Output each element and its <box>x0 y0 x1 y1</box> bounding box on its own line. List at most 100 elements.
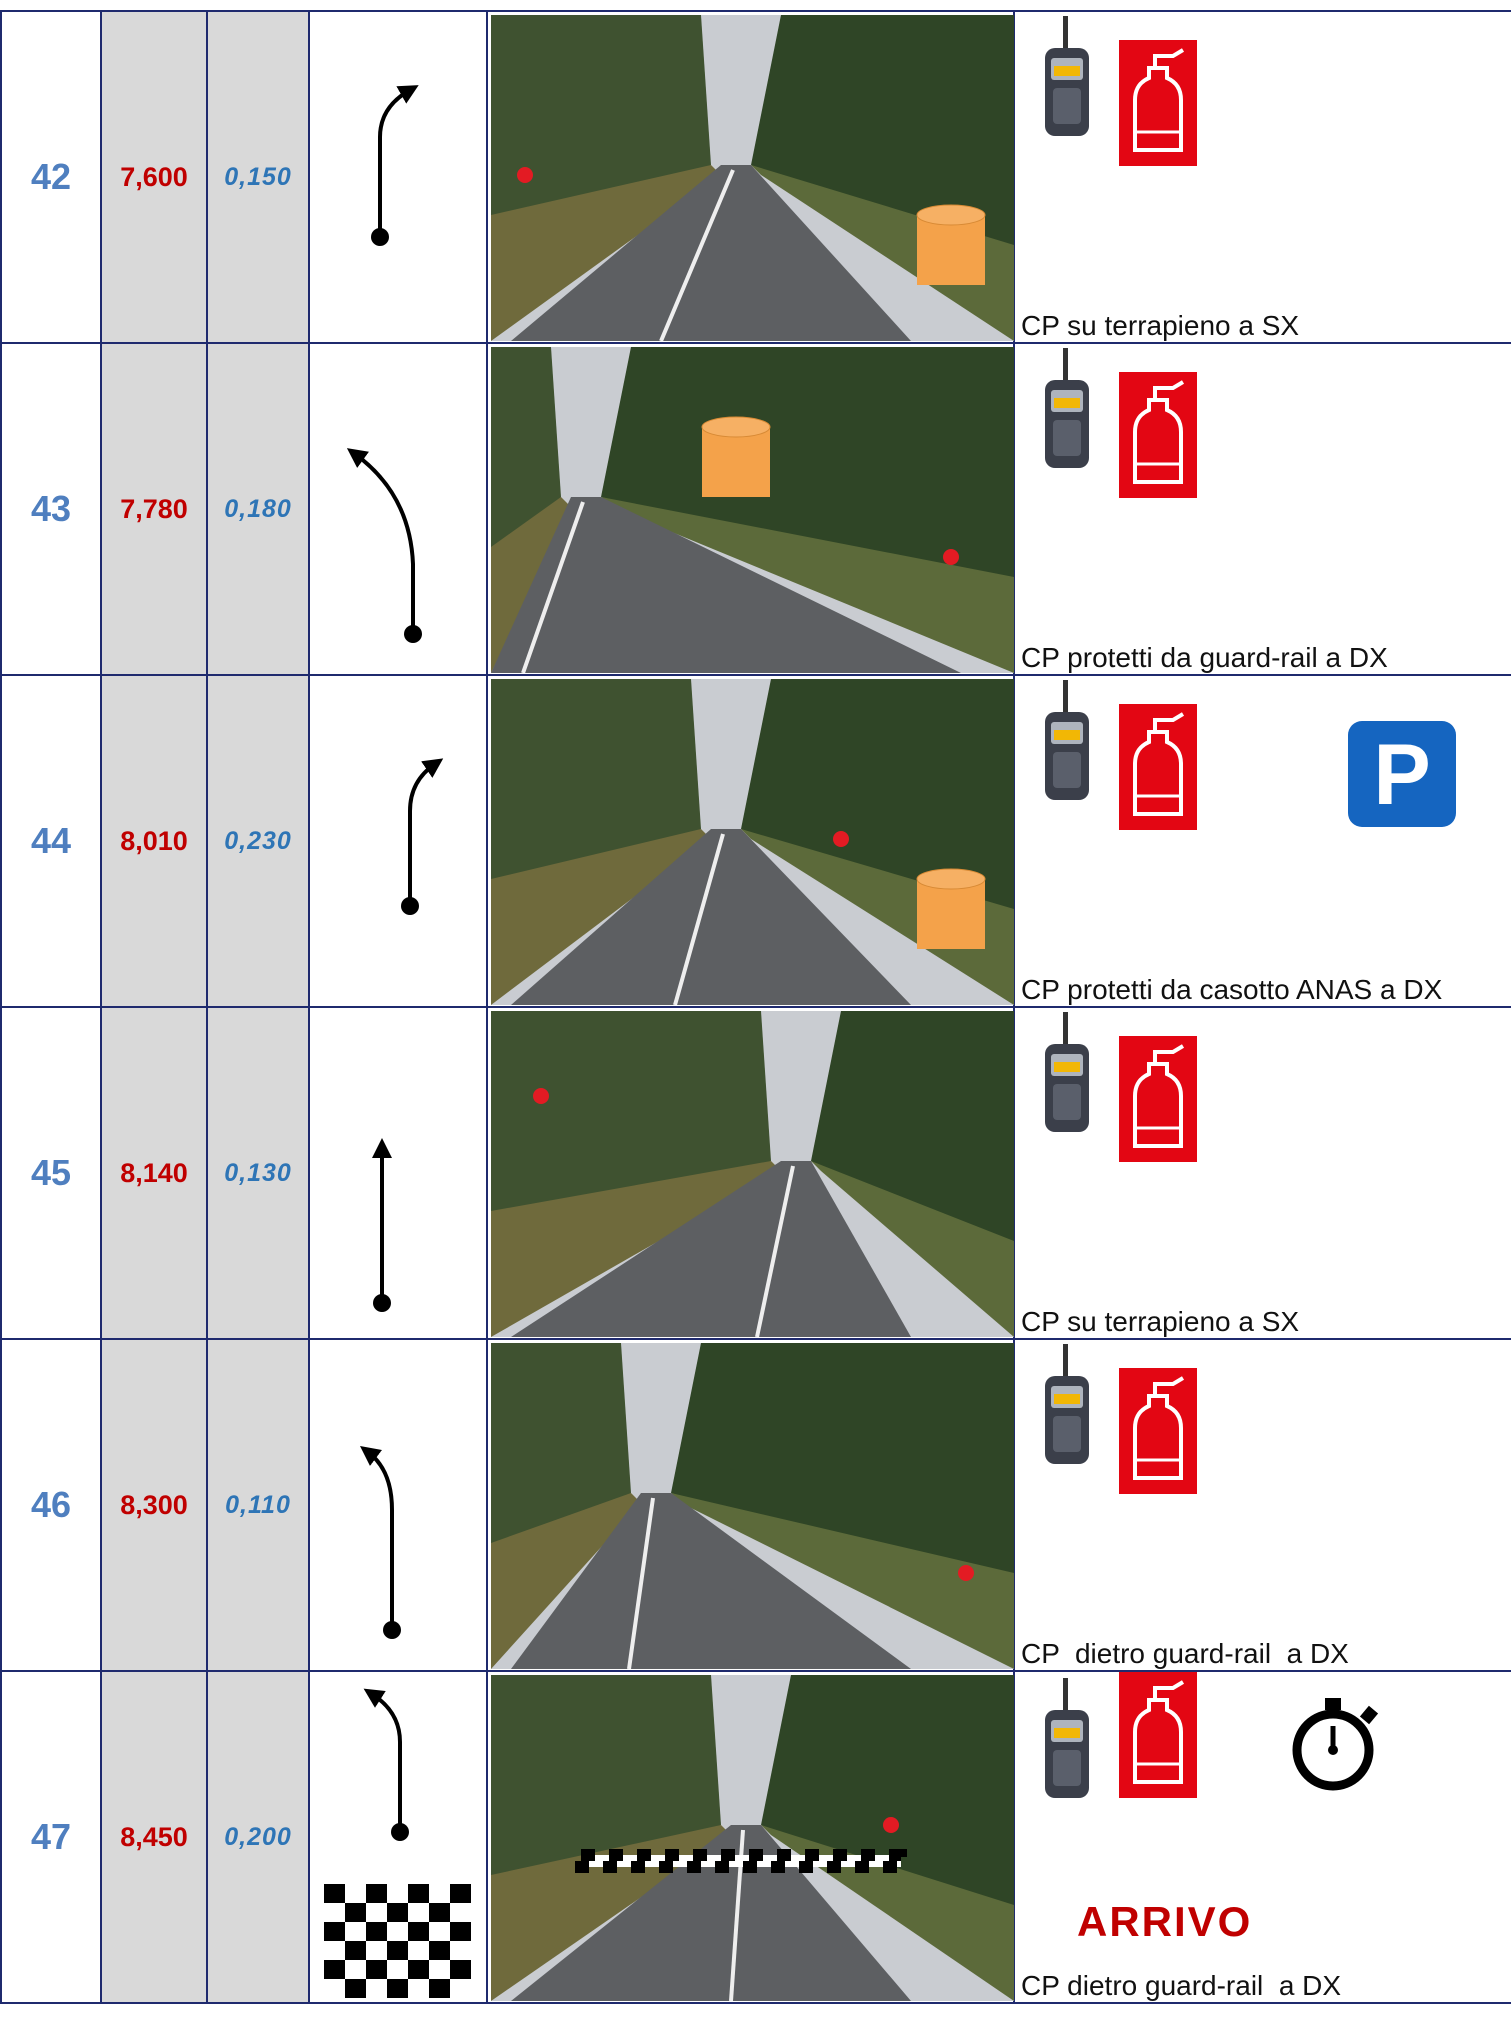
flag-square <box>408 1922 429 1941</box>
stage-number: 44 <box>0 674 102 1008</box>
arrow-start-dot <box>373 1294 391 1312</box>
note-text: CP su terrapieno a SX <box>1021 310 1300 341</box>
grass-right <box>751 165 1014 341</box>
icons <box>1045 1344 1199 1496</box>
arrow-path <box>408 758 444 906</box>
road-line <box>755 1165 795 1337</box>
flag-square <box>387 1903 408 1922</box>
direction-arrow <box>371 85 419 246</box>
direction-cell <box>308 674 488 1008</box>
icons: P <box>1045 680 1456 832</box>
flag-square <box>429 1903 450 1922</box>
stage-number: 42 <box>0 10 102 344</box>
flag-square <box>408 1960 429 1979</box>
flag-square <box>345 1903 366 1922</box>
direction-arrow <box>324 1688 471 1998</box>
distance-value: 0,150 <box>206 10 310 344</box>
arrow-start-dot <box>371 228 389 246</box>
flag-square <box>387 1979 408 1998</box>
flag-square <box>324 1922 345 1941</box>
grass-right <box>671 1493 1014 1669</box>
stage-table: 42 7,600 0,150 CP su terrapieno a SX 43 7,780… <box>0 10 1511 2004</box>
road <box>511 829 911 1005</box>
extinguisher-icon <box>1117 1366 1199 1496</box>
arrow-path <box>378 85 419 237</box>
direction-cell <box>308 10 488 344</box>
flag-square <box>324 1960 345 1979</box>
notes-cell: CP su terrapieno a SX <box>1013 10 1511 344</box>
notes-cell: CP su terrapieno a SX <box>1013 1006 1511 1340</box>
photo-cell <box>486 1006 1015 1340</box>
distance-value: 0,180 <box>206 342 310 676</box>
finish-line <box>575 1849 907 1873</box>
direction-arrow <box>360 1445 401 1639</box>
flag-square <box>345 1941 366 1960</box>
forest-right <box>761 1675 1014 1935</box>
extinguisher-icon <box>1117 38 1199 168</box>
radio-icon <box>1045 1344 1089 1464</box>
arrow-start-dot <box>401 897 419 915</box>
arrival-label: ARRIVO <box>1077 1898 1253 1945</box>
grass-right <box>811 1161 1014 1337</box>
flag-square <box>366 1922 387 1941</box>
radio-icon <box>1045 16 1089 136</box>
icons <box>1045 348 1199 500</box>
stage-number: 43 <box>0 342 102 676</box>
stage-number: 47 <box>0 1670 102 2004</box>
radio-icon <box>1045 1012 1089 1132</box>
arrow-start-dot <box>391 1823 409 1841</box>
note-text: CP dietro guard-rail a DX <box>1021 1970 1342 2001</box>
barrel-top <box>916 868 986 890</box>
table-row: 45 8,140 0,130 CP su terrapieno a SX <box>0 1006 1511 1340</box>
arrow-path <box>360 1445 394 1630</box>
flag-square <box>366 1884 387 1903</box>
road-photo <box>491 15 1014 341</box>
photo-cell <box>486 674 1015 1008</box>
note-text: CP su terrapieno a SX <box>1021 1306 1300 1337</box>
direction-cell <box>308 1006 488 1340</box>
photo-cell <box>486 1338 1015 1672</box>
direction-cell <box>308 1338 488 1672</box>
road-photo <box>491 1343 1014 1669</box>
km-value: 7,600 <box>100 10 208 344</box>
arrow-path <box>346 448 415 634</box>
direction-cell <box>308 1670 488 2004</box>
radio-icon <box>1045 348 1089 468</box>
distance-value: 0,130 <box>206 1006 310 1340</box>
icons <box>1045 1672 1511 1800</box>
flag-square <box>387 1941 408 1960</box>
radio-icon <box>1045 1678 1089 1798</box>
stage-number: 46 <box>0 1338 102 1672</box>
grass-left <box>491 1493 641 1669</box>
barrel <box>917 215 985 285</box>
road-line <box>521 501 585 673</box>
direction-arrow <box>346 448 422 643</box>
road <box>511 1825 911 2001</box>
stage-number: 45 <box>0 1006 102 1340</box>
road <box>511 1493 911 1669</box>
flag-square <box>429 1941 450 1960</box>
grass-right <box>761 1825 1014 2001</box>
marker-dot <box>883 1817 899 1833</box>
grass-left <box>491 829 711 1005</box>
grass-left <box>491 165 721 341</box>
road-line <box>659 169 735 341</box>
notes-cell: CP protetti da guard-rail a DX <box>1013 342 1511 676</box>
direction-arrow <box>401 758 444 915</box>
arrow-path <box>363 1688 402 1832</box>
notes-cell: ARRIVO CP dietro guard-rail a DX <box>1013 1670 1511 2004</box>
barrel-top <box>701 416 771 438</box>
road-photo <box>491 1675 1014 2001</box>
forest-right <box>811 1011 1014 1271</box>
road <box>511 1161 911 1337</box>
flag-square <box>345 1979 366 1998</box>
extinguisher-icon <box>1117 1672 1199 1800</box>
flag-square <box>429 1979 450 1998</box>
checkered-flag <box>324 1884 471 1998</box>
flag-square <box>450 1922 471 1941</box>
flag-square <box>366 1960 387 1979</box>
road <box>511 165 911 341</box>
grass-left <box>491 1161 781 1337</box>
notes-cell: P CP protetti da casotto ANAS a DX <box>1013 674 1511 1008</box>
